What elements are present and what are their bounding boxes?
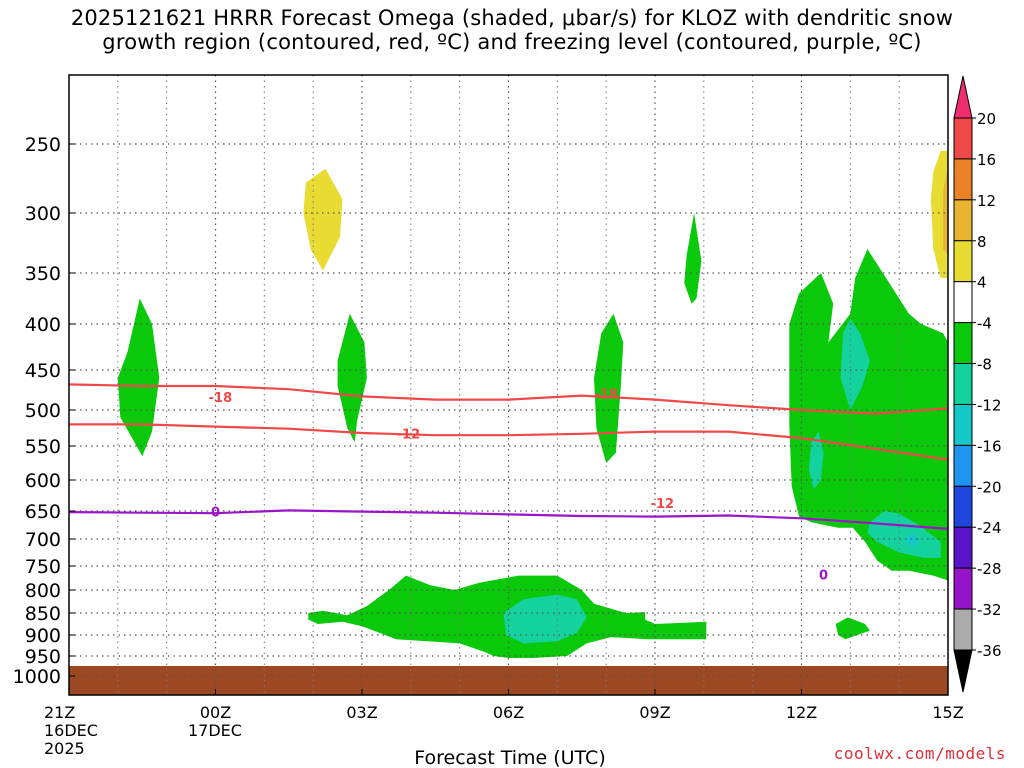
omega-region--4-1 [117, 298, 160, 457]
colorbar-label-20: 20 [977, 110, 996, 128]
colorbar-segment-6 [953, 322, 973, 365]
omega-region--12-1 [906, 533, 919, 548]
colorbar-label--4: -4 [977, 315, 992, 333]
title-line-2: growth region (contoured, red, ºC) and f… [102, 30, 922, 54]
colorbar-label--28: -28 [977, 560, 1002, 578]
y-tick-label-250: 250 [25, 134, 61, 156]
omega-region--8-1 [840, 318, 870, 410]
title-line-1: 2025121621 HRRR Forecast Omega (shaded, … [70, 6, 954, 30]
contour-label-freezing-level-line-2: 0 [819, 569, 828, 584]
omega-region--8-3 [867, 511, 941, 558]
y-tick-label-900: 900 [25, 625, 61, 647]
x-axis-label: Forecast Time (UTC) [414, 747, 605, 768]
colorbar-label-8: 8 [977, 233, 987, 251]
contour-label-freezing-level-line-1: 0 [211, 506, 220, 521]
colorbar-segment-1 [953, 117, 973, 160]
dendritic-line-m18 [68, 383, 949, 415]
colorbar-label-4: 4 [977, 274, 987, 292]
colorbar-segment-11 [953, 526, 973, 569]
x-tick-year-21Z: 2025 [44, 739, 85, 758]
omega-region-8-1 [943, 164, 948, 255]
omega-region--4-7 [835, 617, 870, 640]
contour-lines: -18 -18 -12 -12 0 0 [68, 383, 949, 584]
x-tick-label-21Z: 21Z [44, 703, 75, 722]
x-tick-label-12Z: 12Z [786, 703, 817, 722]
x-tick-label-15Z: 15Z [932, 703, 963, 722]
x-tick-date-21Z: 16DEC [44, 721, 98, 740]
colorbar-segment-10 [953, 485, 973, 528]
colorbar-segment-12 [953, 567, 973, 610]
y-tick-label-750: 750 [25, 556, 61, 578]
colorbar-segment-2 [953, 158, 973, 201]
y-tick-label-300: 300 [25, 203, 61, 225]
omega-region-4-1 [303, 168, 343, 271]
y-tick-label-500: 500 [25, 400, 61, 422]
y-tick-label-550: 550 [25, 436, 61, 458]
y-tick-label-950: 950 [25, 646, 61, 668]
omega-region--8-4 [503, 594, 587, 644]
y-tick-label-400: 400 [25, 314, 61, 336]
colorbar-bottom-arrow [953, 649, 973, 693]
contour-label-dendritic-line-m18-2: -18 [594, 387, 618, 402]
y-tick-label-700: 700 [25, 529, 61, 551]
contour-label-dendritic-line-m18-1: -18 [209, 391, 233, 406]
colorbar-label--24: -24 [977, 519, 1002, 537]
colorbar-label--32: -32 [977, 601, 1002, 619]
omega-region--4-4 [684, 213, 702, 304]
colorbar-label--8: -8 [977, 356, 992, 374]
axes: 2503003504004505005506006507007508008509… [13, 74, 964, 758]
colorbar-segment-7 [953, 363, 973, 405]
freezing-level-line [68, 509, 949, 530]
colorbar-segment-9 [953, 444, 973, 487]
chart-title: 2025121621 HRRR Forecast Omega (shaded, … [0, 6, 1024, 54]
colorbar-top-arrow [953, 75, 973, 119]
x-tick-label-06Z: 06Z [493, 703, 524, 722]
colorbar-label-16: 16 [977, 151, 996, 169]
y-tick-label-800: 800 [25, 580, 61, 602]
y-tick-label-1000: 1000 [13, 666, 61, 688]
y-tick-label-650: 650 [25, 501, 61, 523]
colorbar-label--20: -20 [977, 478, 1002, 496]
colorbar-label-12: 12 [977, 192, 996, 210]
y-tick-label-600: 600 [25, 470, 61, 492]
colorbar: 20 16 12 8 4 -4 -8 -12 -16 -20 -24 -28 -32 -36 [953, 75, 1002, 693]
contour-label-dendritic-line-m12-1: -12 [397, 427, 421, 442]
omega-region--4-5 [789, 249, 948, 581]
y-tick-label-450: 450 [25, 360, 61, 382]
colorbar-segment-5 [953, 281, 973, 324]
contour-label-dendritic-line-m12-2: -12 [651, 497, 675, 512]
colorbar-label--36: -36 [977, 642, 1002, 660]
colorbar-label--12: -12 [977, 396, 1002, 414]
omega-region--4-3 [594, 313, 624, 463]
y-tick-label-850: 850 [25, 603, 61, 625]
y-tick-label-350: 350 [25, 263, 61, 285]
dendritic-line-m12 [69, 423, 949, 461]
x-tick-label-09Z: 09Z [639, 703, 670, 722]
colorbar-segment-13 [953, 608, 973, 651]
credit-text: coolwx.com/models [833, 744, 1006, 763]
x-tick-label-03Z: 03Z [346, 703, 377, 722]
colorbar-segment-4 [953, 240, 973, 283]
colorbar-segment-8 [953, 403, 973, 446]
colorbar-label--16: -16 [977, 437, 1002, 455]
colorbar-segment-3 [953, 199, 973, 242]
x-tick-label-00Z: 00Z [200, 703, 231, 722]
x-tick-date-00Z: 17DEC [188, 721, 242, 740]
